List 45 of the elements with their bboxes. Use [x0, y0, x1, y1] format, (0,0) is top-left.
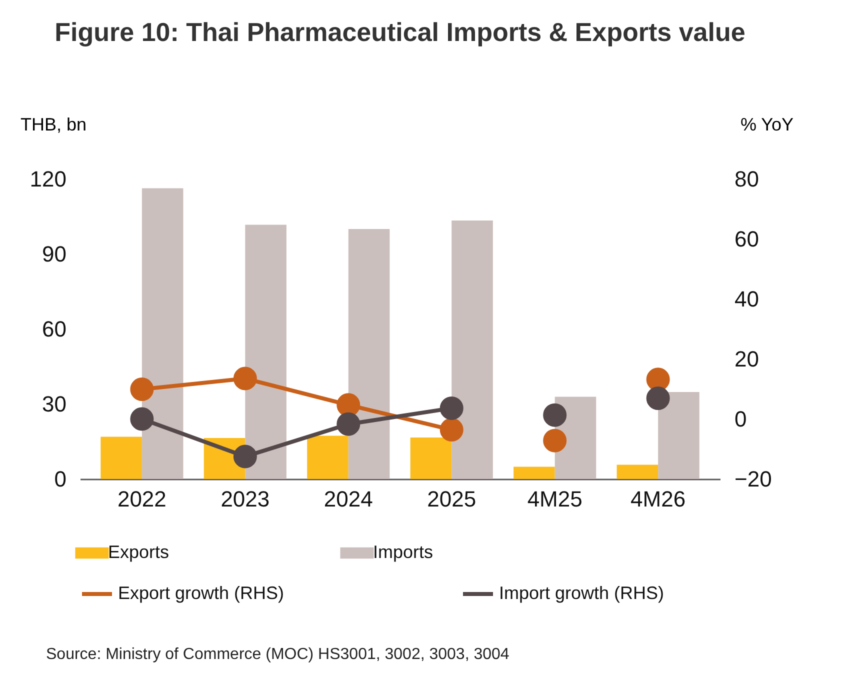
y-tick-label: 30 — [42, 392, 66, 416]
y-axis-title: THB, bn — [20, 114, 87, 134]
point — [543, 403, 567, 427]
point — [233, 444, 257, 468]
y-tick-label: 120 — [30, 166, 66, 192]
bar — [307, 436, 348, 479]
point — [130, 378, 154, 402]
bar — [142, 188, 184, 479]
legend-label: Imports — [373, 542, 434, 562]
point — [646, 386, 670, 410]
bar — [410, 438, 452, 479]
y2-tick-label: 20 — [734, 346, 759, 372]
point — [543, 428, 567, 452]
point — [440, 396, 464, 420]
x-tick-label: 2024 — [324, 486, 373, 512]
point — [336, 412, 360, 436]
bar — [658, 392, 700, 479]
x-tick-label: 2022 — [117, 486, 166, 512]
legend-label: Import growth (RHS) — [499, 583, 664, 603]
y2-tick-label: 0 — [734, 406, 747, 432]
legend-label: Export growth (RHS) — [118, 583, 284, 603]
point — [440, 418, 464, 442]
point — [130, 407, 154, 431]
y-tick-label: 0 — [54, 466, 66, 492]
y2-tick-label: 40 — [734, 286, 759, 312]
x-tick-label: 2025 — [427, 486, 476, 512]
y2-tick-label: −20 — [734, 466, 772, 492]
point — [233, 366, 257, 390]
x-tick-label: 2023 — [220, 486, 270, 512]
x-tick-label: 4M25 — [527, 486, 582, 512]
bar — [616, 464, 658, 479]
source-note: Source: Ministry of Commerce (MOC) HS3001, 3002, 3003, 3004 — [46, 646, 510, 664]
y2-axis-title: % YoY — [740, 114, 794, 134]
y-tick-label: 60 — [42, 316, 66, 342]
x-tick-label: 4M26 — [630, 486, 686, 512]
bar — [100, 436, 142, 479]
bar — [514, 466, 555, 479]
legend-label: Exports — [108, 542, 170, 562]
y2-tick-label: 80 — [734, 166, 759, 192]
y2-tick-label: 60 — [734, 226, 759, 252]
bar — [348, 229, 390, 479]
bar — [245, 224, 286, 479]
chart-title: Figure 10: Thai Pharmaceutical Imports & Exports value — [54, 17, 746, 47]
bar — [452, 220, 493, 479]
y-tick-label: 90 — [42, 242, 66, 266]
